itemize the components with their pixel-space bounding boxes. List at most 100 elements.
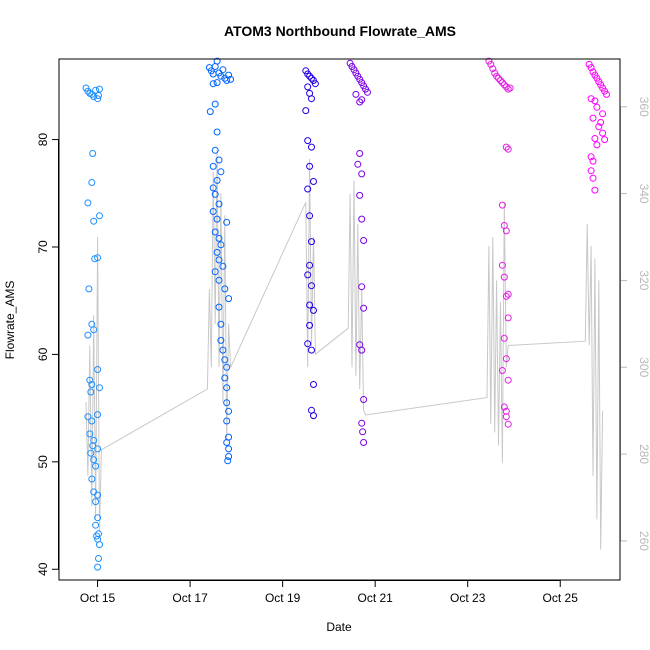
data-point — [85, 285, 93, 293]
data-point — [599, 129, 607, 137]
data-point — [90, 436, 98, 444]
data-point — [310, 412, 317, 420]
data-point — [90, 93, 98, 101]
data-point — [219, 346, 227, 354]
data-point — [502, 143, 510, 151]
data-point — [217, 72, 225, 80]
data-point — [306, 321, 314, 329]
x-tick-label: Oct 25 — [543, 591, 579, 605]
data-point — [597, 118, 605, 126]
data-point — [92, 462, 100, 470]
data-point — [213, 215, 221, 223]
data-point — [211, 228, 219, 236]
data-point — [96, 541, 103, 549]
x-tick-label: Oct 19 — [265, 591, 301, 605]
data-point — [90, 326, 98, 334]
data-point — [364, 88, 371, 96]
data-point — [219, 66, 227, 74]
data-point — [211, 146, 219, 154]
data-point — [360, 304, 368, 312]
data-point — [223, 363, 231, 371]
data-point — [304, 70, 312, 78]
data-point — [94, 445, 102, 453]
y2-tick-label: 300 — [637, 357, 650, 377]
data-point — [215, 256, 223, 264]
data-point — [88, 179, 96, 186]
data-point — [211, 268, 219, 276]
y-tick-label: 50 — [36, 455, 50, 469]
y-tick-label: 40 — [36, 562, 50, 576]
data-point — [308, 238, 315, 246]
data-point — [86, 376, 94, 384]
data-point — [308, 282, 315, 290]
data-point — [587, 95, 595, 103]
point-series-6 — [585, 60, 610, 194]
data-point — [217, 168, 225, 176]
data-point — [310, 306, 317, 314]
data-point — [223, 417, 231, 425]
data-point — [211, 100, 219, 108]
data-point — [500, 334, 508, 342]
data-point — [90, 456, 98, 464]
data-point — [504, 290, 512, 298]
data-point — [308, 346, 315, 354]
data-point — [502, 355, 510, 363]
flow-series-line — [85, 150, 604, 550]
axes-layer: Oct 15 Oct 17 Oct 19 Oct 21 Oct 23 Oct 25 40 50… — [36, 97, 650, 605]
data-point — [595, 123, 603, 131]
data-point — [498, 201, 506, 209]
data-point — [304, 271, 312, 279]
data-point — [95, 92, 102, 99]
data-point — [489, 65, 497, 73]
data-point — [500, 81, 508, 89]
data-point — [92, 521, 100, 529]
data-point — [94, 254, 102, 262]
data-point — [360, 396, 368, 403]
data-point — [96, 212, 103, 220]
data-point — [603, 90, 610, 98]
y-tick-label: 80 — [36, 133, 50, 147]
data-point — [225, 453, 233, 460]
data-point — [306, 72, 314, 80]
data-point — [215, 303, 223, 311]
data-point — [94, 514, 102, 522]
point-series-2 — [205, 57, 235, 465]
y2-tick-label: 260 — [637, 531, 650, 551]
data-point — [498, 79, 506, 87]
point-series-4 — [346, 59, 371, 446]
data-point — [589, 157, 597, 165]
data-point — [591, 97, 599, 105]
data-point — [504, 145, 512, 153]
data-point — [601, 136, 609, 144]
data-point — [88, 475, 96, 483]
data-point — [217, 241, 225, 249]
data-point — [359, 428, 367, 436]
data-point — [306, 261, 314, 269]
point-series-5 — [485, 57, 514, 428]
data-point — [93, 532, 101, 540]
data-point — [504, 314, 512, 322]
data-point — [224, 457, 232, 465]
data-point — [215, 200, 223, 208]
data-point — [209, 184, 217, 192]
data-point — [500, 403, 508, 411]
data-point — [498, 367, 506, 374]
data-point — [87, 388, 95, 396]
data-point — [215, 276, 223, 284]
data-point — [308, 143, 315, 151]
data-point — [599, 110, 607, 118]
data-point — [587, 167, 595, 175]
data-point — [358, 419, 366, 427]
data-point — [96, 384, 103, 392]
data-point — [356, 191, 364, 199]
data-point — [217, 336, 225, 344]
data-point — [304, 185, 312, 193]
data-point — [219, 262, 227, 270]
data-point — [358, 170, 366, 178]
data-point — [311, 80, 319, 88]
data-point — [223, 384, 231, 392]
data-point — [225, 445, 233, 453]
data-point — [227, 75, 235, 83]
data-point — [209, 162, 217, 170]
